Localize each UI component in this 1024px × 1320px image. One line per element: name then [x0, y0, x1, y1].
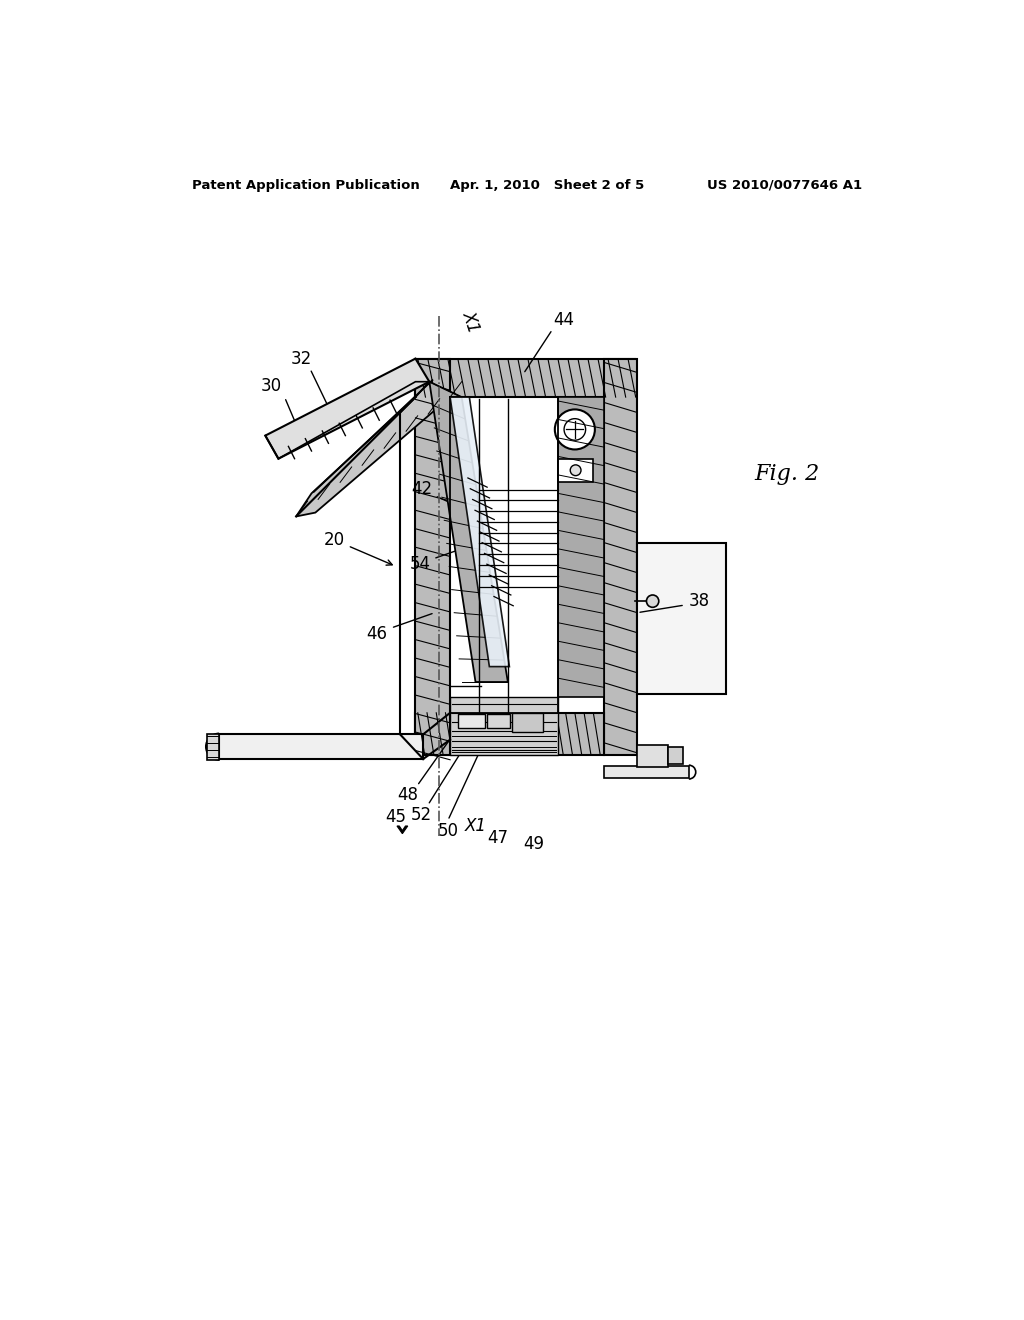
- Text: 50: 50: [437, 821, 459, 840]
- Bar: [637, 544, 726, 693]
- Polygon shape: [397, 826, 408, 834]
- Text: 20: 20: [324, 531, 345, 549]
- Bar: [558, 459, 593, 482]
- Polygon shape: [604, 359, 637, 755]
- Polygon shape: [416, 359, 451, 755]
- Text: 32: 32: [291, 350, 312, 367]
- Text: 48: 48: [397, 787, 418, 804]
- Text: 47: 47: [487, 829, 508, 846]
- Polygon shape: [296, 381, 451, 516]
- Bar: [458, 714, 484, 729]
- Bar: [487, 714, 510, 729]
- Text: US 2010/0077646 A1: US 2010/0077646 A1: [707, 178, 861, 191]
- Text: 38: 38: [688, 593, 710, 610]
- Text: 46: 46: [367, 626, 387, 643]
- Text: 49: 49: [523, 834, 544, 853]
- Bar: [668, 747, 683, 764]
- Polygon shape: [558, 397, 604, 697]
- Text: 30: 30: [261, 378, 282, 395]
- Polygon shape: [416, 713, 604, 755]
- Polygon shape: [207, 734, 219, 760]
- Text: 54: 54: [410, 556, 430, 573]
- Text: 42: 42: [411, 480, 432, 499]
- Text: Fig. 2: Fig. 2: [755, 463, 819, 486]
- Bar: [512, 713, 543, 733]
- Text: 45: 45: [386, 808, 407, 826]
- Polygon shape: [451, 697, 558, 755]
- Polygon shape: [265, 359, 429, 459]
- Circle shape: [646, 595, 658, 607]
- Bar: [604, 766, 689, 779]
- Bar: [637, 744, 668, 767]
- Text: Patent Application Publication: Patent Application Publication: [193, 178, 420, 191]
- Text: Apr. 1, 2010   Sheet 2 of 5: Apr. 1, 2010 Sheet 2 of 5: [451, 178, 644, 191]
- Polygon shape: [451, 397, 509, 667]
- Text: X1: X1: [465, 817, 486, 836]
- Text: 52: 52: [411, 807, 432, 824]
- Polygon shape: [429, 381, 508, 682]
- Circle shape: [555, 409, 595, 449]
- Text: 44: 44: [553, 312, 573, 329]
- Polygon shape: [416, 359, 635, 397]
- Text: X1: X1: [459, 309, 482, 335]
- Polygon shape: [219, 734, 423, 759]
- Circle shape: [570, 465, 581, 475]
